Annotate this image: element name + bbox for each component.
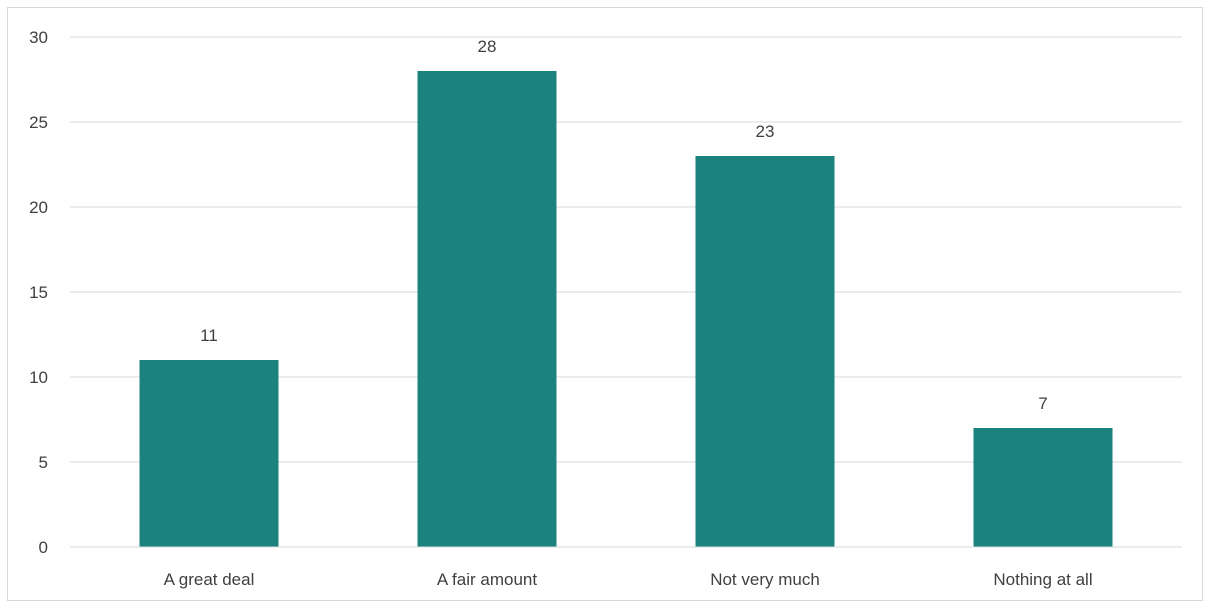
y-tick-label: 10: [29, 368, 48, 387]
y-tick-label: 30: [29, 28, 48, 47]
x-axis-category-labels: A great deal A fair amount Not very much No…: [164, 570, 1093, 589]
bar: [696, 156, 835, 547]
x-category-label: A fair amount: [437, 570, 537, 589]
y-tick-label: 25: [29, 113, 48, 132]
x-category-label: Not very much: [710, 570, 820, 589]
y-axis-tick-labels: 0 5 10 15 20 25 30: [29, 28, 48, 557]
x-category-label: Nothing at all: [993, 570, 1092, 589]
data-label: 23: [756, 122, 775, 141]
bar: [418, 71, 557, 547]
data-label: 7: [1038, 394, 1047, 413]
y-tick-label: 5: [39, 453, 48, 472]
data-label: 11: [200, 326, 218, 345]
y-tick-label: 0: [39, 538, 48, 557]
bar: [974, 428, 1113, 547]
data-labels: 11 28 23 7: [200, 37, 1048, 413]
x-category-label: A great deal: [164, 570, 255, 589]
bars: [140, 71, 1113, 547]
data-label: 28: [478, 37, 497, 56]
y-tick-label: 20: [29, 198, 48, 217]
y-tick-label: 15: [29, 283, 48, 302]
bar: [140, 360, 279, 547]
